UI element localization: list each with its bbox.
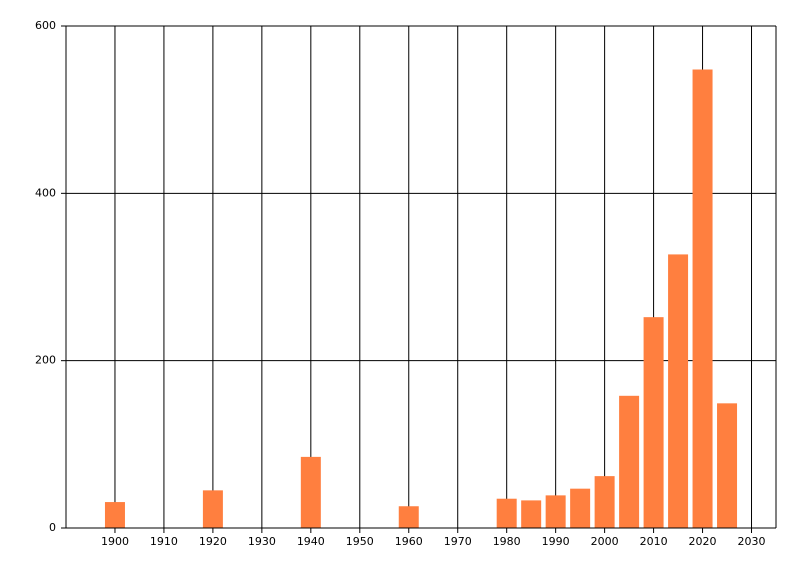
bar (570, 488, 591, 528)
bar (717, 403, 738, 528)
y-tick-label: 0 (49, 521, 56, 534)
x-tick-label: 1950 (346, 535, 374, 548)
bar (545, 495, 566, 528)
x-tick-label: 1980 (493, 535, 521, 548)
x-tick-label: 1990 (542, 535, 570, 548)
x-tick-label: 1960 (395, 535, 423, 548)
bar (202, 490, 223, 528)
x-tick-label: 2010 (640, 535, 668, 548)
x-tick-label: 1930 (248, 535, 276, 548)
bar (692, 69, 713, 529)
x-tick-label: 2000 (591, 535, 619, 548)
bar (300, 456, 321, 528)
x-tick-label: 2030 (738, 535, 766, 548)
y-tick-label: 600 (35, 19, 56, 32)
x-tick-label: 1970 (444, 535, 472, 548)
bar (668, 254, 689, 528)
x-tick-label: 1920 (199, 535, 227, 548)
bar (398, 506, 419, 528)
x-tick-label: 1900 (101, 535, 129, 548)
bar (496, 498, 517, 528)
x-tick-label: 1940 (297, 535, 325, 548)
bar (521, 500, 542, 528)
bar (643, 317, 664, 528)
bar (619, 395, 640, 528)
y-tick-label: 400 (35, 186, 56, 199)
y-tick-label: 200 (35, 354, 56, 367)
bar (594, 476, 615, 528)
x-tick-label: 2020 (689, 535, 717, 548)
bar (104, 502, 125, 528)
x-tick-label: 1910 (150, 535, 178, 548)
